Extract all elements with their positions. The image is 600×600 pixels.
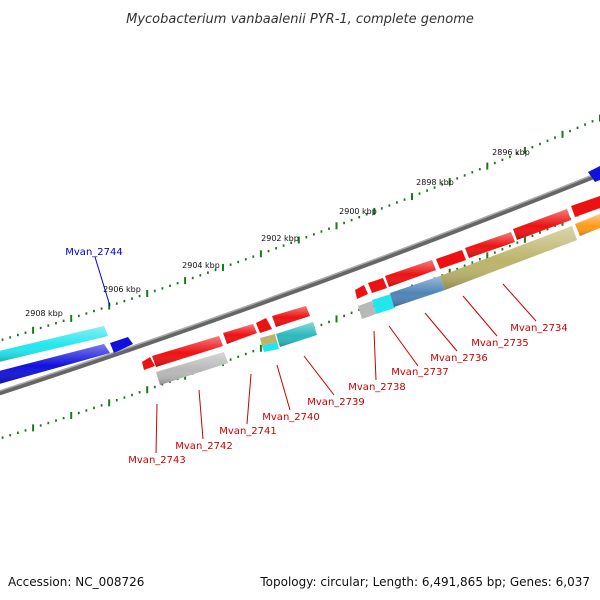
gene-shading [440,226,577,290]
gene-shading [385,260,436,287]
tick-labels: 2896 kbp 2898 kbp 2900 kbp 2902 kbp 2904… [25,148,530,318]
gene-shading [0,326,108,362]
gene-label-mvan-2735[interactable]: Mvan_2735 [471,338,528,349]
gene-label-mvan-2744[interactable]: Mvan_2744 [65,247,122,258]
map-title: Mycobacterium vanbaalenii PYR-1, complet… [126,12,474,27]
gene-shading [276,322,317,347]
genome-backbone [0,171,600,396]
gene-label-mvan-2734[interactable]: Mvan_2734 [510,323,567,334]
outer-tick-track [1,114,600,341]
gene-label-leaders [155,283,537,454]
gene-shading [152,336,223,367]
gene-shading [272,306,310,327]
gene-shading [223,324,257,344]
tick-label: 2908 kbp [25,309,63,318]
tick-label: 2902 kbp [261,234,299,243]
gene-feature[interactable] [372,294,395,314]
gene-shading [513,209,571,240]
gene-label-mvan-2738[interactable]: Mvan_2738 [348,382,405,393]
tick-label: 2904 kbp [182,261,220,270]
gene-feature[interactable] [110,337,133,353]
topology-text: Topology: circular; Length: 6,491,865 bp… [259,575,590,589]
tick-label: 2896 kbp [492,148,530,157]
gene-feature[interactable] [358,301,376,319]
gene-label-mvan-2739[interactable]: Mvan_2739 [307,397,364,408]
gene-feature[interactable] [571,196,600,217]
gene-shading [0,344,110,384]
gene-shading [156,352,228,385]
gene-feature[interactable] [368,278,387,293]
accession-text: Accession: NC_008726 [8,575,144,589]
gene-shading [465,232,515,258]
gene-label-mvan-2737[interactable]: Mvan_2737 [391,367,448,378]
gene-label-mvan-2740[interactable]: Mvan_2740 [262,412,319,423]
gene-label-mvan-2743[interactable]: Mvan_2743 [128,455,185,466]
gene-label-mvan-2736[interactable]: Mvan_2736 [430,353,487,364]
genome-backbone-highlight [0,171,600,392]
reverse-gene-labels: Mvan_2734 Mvan_2735 Mvan_2736 Mvan_2737 … [128,323,567,466]
tick-label: 2906 kbp [103,285,141,294]
reverse-strand [142,196,600,385]
gene-feature[interactable] [436,250,466,269]
gene-shading [575,214,600,236]
gene-label-mvan-2742[interactable]: Mvan_2742 [175,441,232,452]
tick-label: 2900 kbp [339,207,377,216]
gene-feature[interactable] [142,357,155,370]
gene-label-leader [94,256,111,307]
gene-feature[interactable] [355,285,368,299]
gene-shading [390,276,445,307]
tick-label: 2898 kbp [416,178,454,187]
gene-feature[interactable] [588,166,600,182]
gene-feature[interactable] [256,318,272,333]
gene-feature[interactable] [262,342,279,352]
gene-feature[interactable] [260,334,277,346]
gene-label-mvan-2741[interactable]: Mvan_2741 [219,426,276,437]
forward-strand [0,166,600,384]
